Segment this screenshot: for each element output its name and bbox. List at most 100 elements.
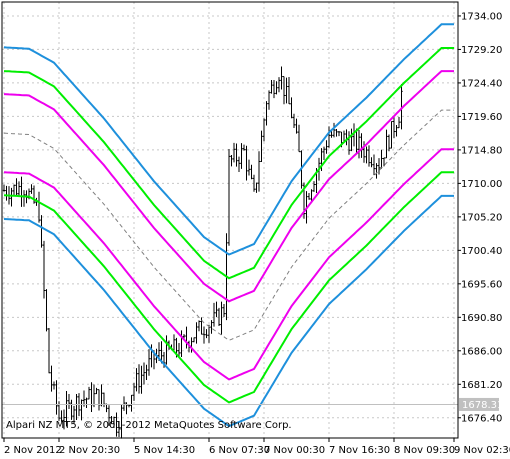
outer-upper-band bbox=[3, 23, 454, 256]
price-bar bbox=[75, 394, 78, 420]
price-bar bbox=[147, 349, 151, 376]
price-bar bbox=[327, 126, 331, 148]
price-bar bbox=[80, 399, 83, 421]
price-bar bbox=[45, 289, 48, 332]
price-bar bbox=[177, 342, 181, 357]
price-bar bbox=[195, 322, 198, 344]
price-bar bbox=[310, 189, 313, 203]
price-bar bbox=[215, 301, 218, 318]
price-bar bbox=[350, 128, 353, 152]
price-bar bbox=[272, 80, 276, 99]
x-tick-label: 9 Nov 02:30 bbox=[454, 445, 510, 456]
price-bar bbox=[385, 129, 388, 159]
price-bar bbox=[387, 134, 391, 152]
price-bar bbox=[240, 143, 243, 169]
price-bar bbox=[32, 185, 36, 204]
price-bar bbox=[237, 156, 241, 172]
y-axis: 1734.00 1729.20 1724.40 1719.60 1714.80 1710.… bbox=[458, 11, 502, 424]
x-tick-label: 5 Nov 14:30 bbox=[134, 445, 195, 456]
y-tick-label: 1690.80 bbox=[461, 313, 502, 324]
envelope-bands bbox=[3, 23, 454, 428]
middle-lower-band bbox=[3, 171, 454, 404]
price-bar bbox=[95, 387, 98, 395]
price-bar bbox=[82, 390, 86, 407]
price-bar bbox=[117, 420, 121, 437]
price-bar bbox=[202, 326, 206, 344]
price-bar bbox=[262, 118, 266, 142]
price-bar bbox=[60, 410, 63, 422]
price-bar bbox=[242, 144, 246, 151]
price-bar bbox=[197, 320, 201, 332]
current-price-label: 1678.31 bbox=[462, 400, 503, 411]
price-bar bbox=[67, 394, 71, 409]
inner-lower-band bbox=[3, 148, 454, 381]
price-bar bbox=[145, 364, 148, 380]
x-tick-label: 2 Nov 2012 bbox=[4, 445, 62, 456]
price-bar bbox=[222, 304, 226, 317]
price-bar bbox=[142, 362, 146, 385]
price-bar bbox=[375, 163, 378, 179]
price-bar bbox=[337, 131, 341, 137]
y-tick-label: 1681.20 bbox=[461, 380, 502, 391]
price-bar bbox=[362, 141, 366, 163]
price-bar bbox=[292, 113, 296, 128]
price-bar bbox=[267, 90, 271, 110]
price-bar bbox=[367, 145, 371, 167]
price-bar bbox=[330, 130, 333, 138]
x-tick-label: 8 Nov 09:30 bbox=[394, 445, 455, 456]
y-tick-label: 1719.60 bbox=[461, 112, 502, 123]
y-tick-label: 1695.60 bbox=[461, 279, 502, 290]
price-bar bbox=[192, 337, 196, 343]
price-bar bbox=[137, 364, 141, 394]
price-bar bbox=[265, 101, 268, 126]
price-bar bbox=[47, 328, 51, 374]
price-bar bbox=[382, 157, 386, 167]
price-bar bbox=[50, 365, 53, 392]
x-tick-label: 2 Nov 20:30 bbox=[59, 445, 120, 456]
price-bar bbox=[115, 412, 118, 437]
price-bar bbox=[260, 130, 263, 163]
price-bar bbox=[72, 405, 76, 424]
y-tick-label: 1705.20 bbox=[461, 212, 502, 223]
price-bar bbox=[370, 157, 373, 168]
price-bar bbox=[255, 182, 258, 193]
chart-area bbox=[2, 2, 458, 438]
price-bar bbox=[15, 178, 18, 196]
price-bar bbox=[70, 399, 73, 420]
price-bar bbox=[312, 181, 316, 192]
price-bar bbox=[135, 368, 138, 392]
price-bar bbox=[395, 125, 398, 137]
outer-lower-band bbox=[3, 194, 454, 428]
price-bar bbox=[365, 146, 368, 164]
price-bar bbox=[297, 124, 301, 153]
center-line bbox=[3, 109, 454, 341]
price-bar bbox=[332, 122, 336, 138]
price-bar bbox=[230, 154, 233, 167]
price-bar bbox=[85, 397, 88, 408]
price-bar bbox=[307, 192, 311, 200]
price-bar bbox=[160, 341, 163, 364]
price-bar bbox=[285, 77, 288, 104]
price-bar bbox=[30, 184, 33, 194]
price-bar bbox=[2, 184, 6, 192]
price-bar bbox=[325, 140, 328, 154]
y-tick-label: 1724.40 bbox=[461, 78, 502, 89]
price-bar bbox=[10, 187, 13, 207]
price-bar bbox=[235, 143, 238, 167]
price-bar bbox=[217, 307, 221, 326]
price-bar bbox=[17, 181, 21, 196]
price-bar bbox=[245, 145, 248, 181]
x-tick-label: 6 Nov 07:30 bbox=[209, 445, 270, 456]
price-bar bbox=[232, 142, 236, 163]
price-bar bbox=[130, 394, 133, 412]
price-bar bbox=[372, 154, 376, 176]
price-bar bbox=[65, 391, 68, 427]
price-bar bbox=[110, 416, 113, 425]
price-bar bbox=[107, 405, 111, 427]
current-price-tag: 1678.31 bbox=[459, 397, 503, 411]
price-bar bbox=[287, 76, 291, 105]
price-bar bbox=[55, 380, 58, 415]
y-tick-label: 1700.40 bbox=[461, 246, 502, 257]
price-bar bbox=[40, 215, 43, 248]
price-bars bbox=[2, 66, 403, 439]
